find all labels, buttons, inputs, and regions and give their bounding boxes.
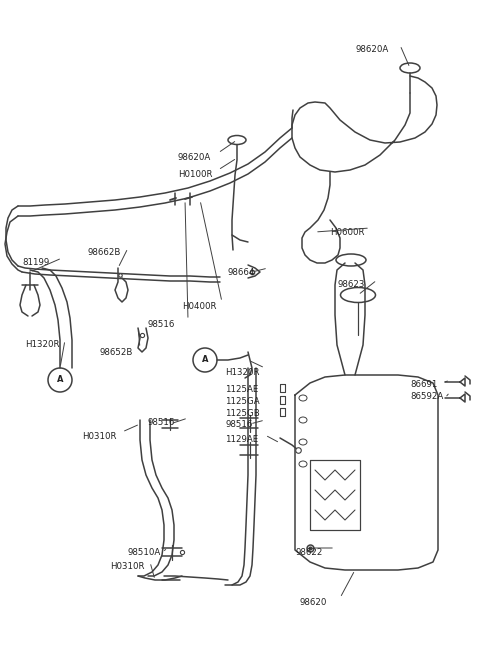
Text: 98652B: 98652B — [100, 348, 133, 357]
Text: H0400R: H0400R — [182, 302, 216, 311]
Text: 1129AE: 1129AE — [225, 435, 258, 444]
Text: 86592A: 86592A — [410, 392, 443, 401]
Text: 1125GA: 1125GA — [225, 397, 260, 406]
Text: H1320R: H1320R — [25, 340, 60, 349]
Text: 98664: 98664 — [228, 268, 255, 277]
Text: H1320R: H1320R — [225, 368, 260, 377]
Text: 98662B: 98662B — [88, 248, 121, 257]
Text: A: A — [202, 356, 208, 364]
Text: H0310R: H0310R — [82, 432, 117, 441]
Text: 98620: 98620 — [300, 598, 327, 607]
Text: H0100R: H0100R — [178, 170, 213, 179]
Text: 98516: 98516 — [148, 418, 175, 427]
Text: 1125AE: 1125AE — [225, 385, 258, 394]
Text: 98620A: 98620A — [178, 153, 211, 162]
Text: 98510A: 98510A — [128, 548, 161, 557]
Text: 98620A: 98620A — [355, 45, 388, 54]
Text: 98623: 98623 — [337, 280, 364, 289]
Text: H0310R: H0310R — [110, 562, 144, 571]
Text: 1125GB: 1125GB — [225, 409, 260, 418]
Text: H0600R: H0600R — [330, 228, 364, 237]
Text: A: A — [57, 375, 63, 384]
Text: 81199: 81199 — [22, 258, 49, 267]
Text: 98516: 98516 — [148, 320, 175, 329]
Text: 86691: 86691 — [410, 380, 437, 389]
Text: 98516: 98516 — [225, 420, 252, 429]
Text: 98622: 98622 — [295, 548, 323, 557]
